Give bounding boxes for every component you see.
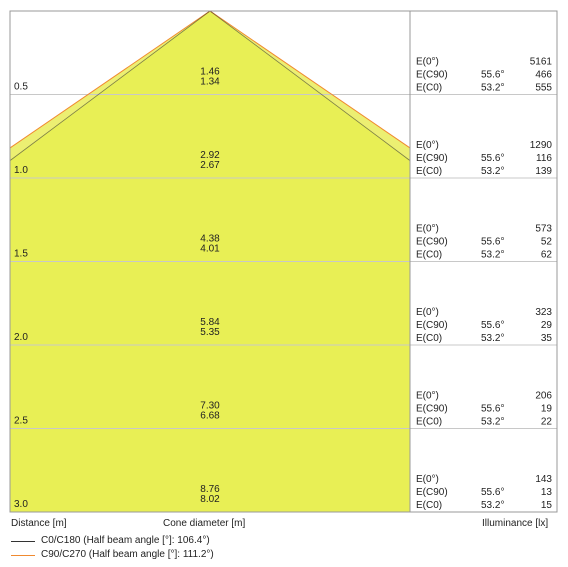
illuminance-value-c0: 62: [541, 250, 553, 261]
illuminance-value-c90: 13: [541, 487, 553, 498]
illuminance-value-e0: 143: [535, 474, 552, 485]
illuminance-value-c90: 29: [541, 320, 553, 331]
illuminance-value-c0: 35: [541, 333, 553, 344]
illuminance-label-c0: E(C0): [416, 250, 442, 261]
illuminance-value-e0: 1290: [530, 140, 553, 151]
illuminance-value-e0: 573: [535, 224, 552, 235]
distance-label: 0.5: [14, 82, 28, 93]
angle-c0: 53.2°: [481, 166, 504, 177]
distance-label: 1.5: [14, 249, 28, 260]
cone-diameter-c0: 8.02: [200, 494, 220, 505]
illuminance-label-e0: E(0°): [416, 474, 439, 485]
angle-c0: 53.2°: [481, 250, 504, 261]
distance-label: 3.0: [14, 499, 28, 510]
illuminance-value-c0: 15: [541, 500, 553, 511]
illuminance-label-c90: E(C90): [416, 237, 448, 248]
illuminance-value-e0: 323: [535, 307, 552, 318]
illuminance-value-c0: 22: [541, 417, 553, 428]
cone-diameter-c90: 8.76: [200, 484, 220, 495]
angle-c90: 55.6°: [481, 320, 504, 331]
illuminance-value-e0: 5161: [530, 57, 553, 68]
distance-label: 2.0: [14, 332, 28, 343]
angle-c0: 53.2°: [481, 417, 504, 428]
illuminance-value-c90: 116: [536, 153, 552, 164]
cone-diameter-c0: 4.01: [200, 244, 220, 255]
cone-diameter-c0: 2.67: [200, 160, 220, 171]
angle-c90: 55.6°: [481, 487, 504, 498]
illuminance-value-c90: 19: [541, 404, 553, 415]
angle-c0: 53.2°: [481, 333, 504, 344]
illuminance-label-e0: E(0°): [416, 391, 439, 402]
cone-diameter-c90: 7.30: [200, 401, 220, 412]
cone-diameter-c0: 1.34: [200, 77, 220, 88]
angle-c90: 55.6°: [481, 404, 504, 415]
illuminance-value-e0: 206: [535, 391, 552, 402]
cone-diameter-c90: 4.38: [200, 234, 220, 245]
illuminance-value-c0: 555: [535, 83, 552, 94]
illuminance-label-c0: E(C0): [416, 500, 442, 511]
chart-frame: [9, 10, 558, 513]
illuminance-label-c0: E(C0): [416, 417, 442, 428]
cone-diameter-c90: 1.46: [200, 67, 220, 78]
illuminance-label-c90: E(C90): [416, 70, 448, 81]
illuminance-value-c90: 52: [541, 237, 553, 248]
illuminance-label-c90: E(C90): [416, 320, 448, 331]
illuminance-label-e0: E(0°): [416, 307, 439, 318]
angle-c0: 53.2°: [481, 500, 504, 511]
distance-label: 1.0: [14, 165, 28, 176]
illuminance-label-c0: E(C0): [416, 83, 442, 94]
illuminance-label-e0: E(0°): [416, 57, 439, 68]
illuminance-value-c0: 139: [535, 166, 552, 177]
illuminance-label-c90: E(C90): [416, 404, 448, 415]
angle-c90: 55.6°: [481, 153, 504, 164]
illuminance-label-c0: E(C0): [416, 333, 442, 344]
angle-c90: 55.6°: [481, 70, 504, 81]
distance-label: 2.5: [14, 416, 28, 427]
illuminance-label-e0: E(0°): [416, 224, 439, 235]
illuminance-value-c90: 466: [535, 70, 552, 81]
cone-diameter-c90: 5.84: [200, 317, 220, 328]
cone-diameter-c0: 5.35: [200, 327, 220, 338]
illuminance-label-c90: E(C90): [416, 153, 448, 164]
angle-c90: 55.6°: [481, 237, 504, 248]
cone-diameter-c90: 2.92: [200, 150, 220, 161]
illuminance-label-c0: E(C0): [416, 166, 442, 177]
illuminance-label-e0: E(0°): [416, 140, 439, 151]
cone-diameter-c0: 6.68: [200, 411, 220, 422]
angle-c0: 53.2°: [481, 83, 504, 94]
illuminance-label-c90: E(C90): [416, 487, 448, 498]
